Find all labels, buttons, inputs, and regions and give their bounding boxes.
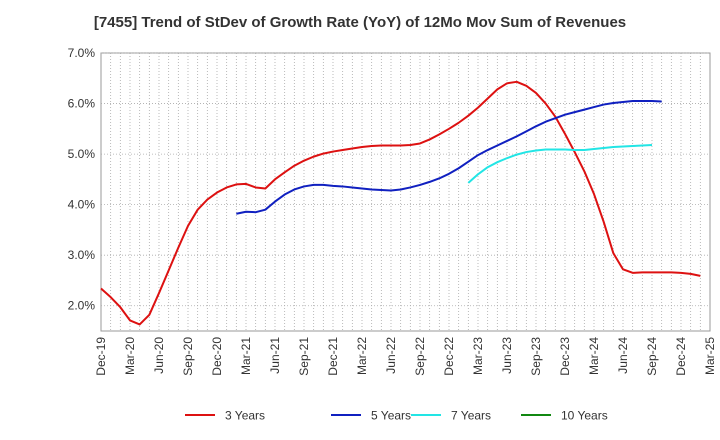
y-tick-label: 4.0%	[68, 198, 96, 212]
vertical-gridlines	[110, 53, 701, 331]
legend-label: 5 Years	[371, 409, 411, 423]
x-axis-tick-labels: Dec-19 Mar-20 Jun-20 Sep-20 Dec-20 Mar-21 Jun-…	[94, 337, 717, 376]
legend-label: 7 Years	[451, 409, 491, 423]
series-line	[467, 143, 653, 184]
x-tick-label: Mar-25	[703, 337, 717, 375]
x-tick-label: Sep-24	[645, 337, 659, 376]
x-tick-label: Jun-24	[616, 337, 630, 374]
series-lines	[100, 80, 701, 326]
x-tick-label: Mar-20	[123, 337, 137, 375]
x-tick-label: Dec-20	[210, 337, 224, 376]
x-tick-label: Dec-23	[558, 337, 572, 376]
x-tick-label: Dec-22	[442, 337, 456, 376]
x-tick-label: Sep-20	[181, 337, 195, 376]
series-line	[100, 80, 701, 326]
x-tick-label: Sep-21	[297, 337, 311, 376]
x-tick-label: Mar-24	[587, 337, 601, 375]
x-tick-label: Sep-23	[529, 337, 543, 376]
y-axis-tick-labels: 2.0% 3.0% 4.0% 5.0% 6.0% 7.0%	[68, 46, 96, 313]
y-tick-label: 2.0%	[68, 299, 96, 313]
plot-area	[100, 52, 711, 332]
x-tick-label: Jun-23	[500, 337, 514, 374]
x-tick-label: Dec-19	[94, 337, 108, 376]
x-tick-label: Jun-21	[268, 337, 282, 374]
chart-title: [7455] Trend of StDev of Growth Rate (Yo…	[93, 14, 627, 31]
y-tick-label: 3.0%	[68, 248, 96, 262]
x-tick-label: Dec-24	[674, 337, 688, 376]
x-tick-label: Mar-23	[471, 337, 485, 375]
x-tick-label: Sep-22	[413, 337, 427, 376]
x-tick-label: Mar-21	[239, 337, 253, 375]
legend-label: 3 Years	[225, 409, 265, 423]
legend-label: 10 Years	[561, 409, 608, 423]
y-tick-label: 6.0%	[68, 97, 96, 111]
x-tick-label: Jun-22	[384, 337, 398, 374]
y-tick-label: 5.0%	[68, 147, 96, 161]
legend: 3 Years 5 Years 7 Years 10 Years	[185, 409, 608, 423]
x-tick-label: Mar-22	[355, 337, 369, 375]
x-tick-label: Dec-21	[326, 337, 340, 376]
x-tick-label: Jun-20	[152, 337, 166, 374]
y-tick-label: 7.0%	[68, 46, 96, 60]
series-line	[236, 100, 662, 215]
